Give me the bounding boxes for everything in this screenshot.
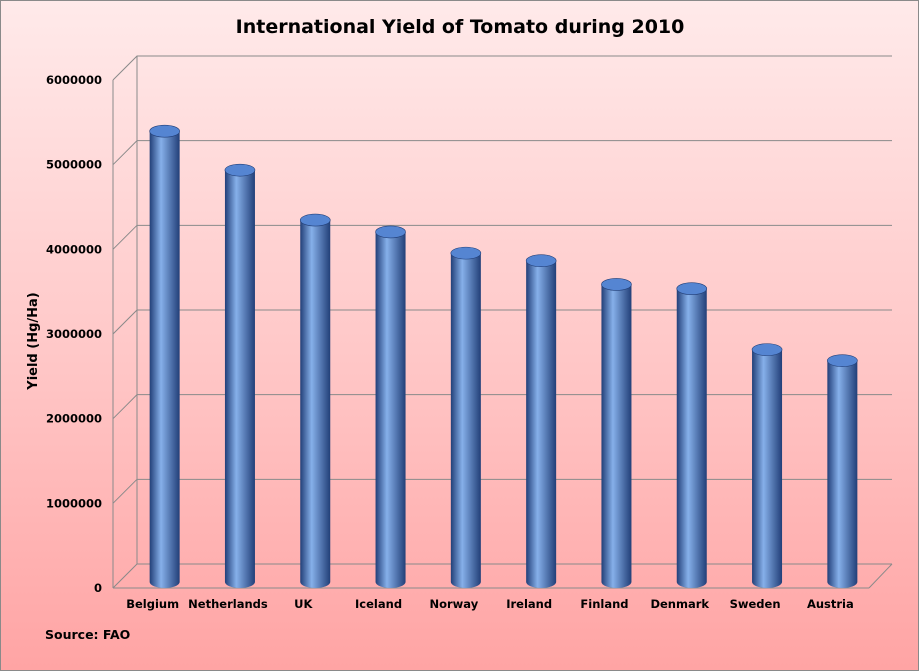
bar	[224, 163, 256, 588]
bars	[149, 124, 858, 589]
bar-body	[300, 220, 331, 589]
gridlines	[112, 55, 893, 589]
bar-body	[224, 170, 255, 588]
bar-top	[375, 225, 406, 239]
x-tick-label: UK	[294, 597, 313, 611]
bar-top	[676, 282, 708, 295]
x-tick-label: Norway	[429, 597, 478, 611]
y-tick-label: 4000000	[46, 242, 102, 256]
bar	[450, 246, 482, 588]
x-tick-label: Iceland	[355, 597, 402, 611]
bar-body	[827, 360, 858, 588]
x-tick-label: Netherlands	[188, 597, 268, 611]
bar-top	[827, 354, 858, 367]
y-tick-label: 3000000	[46, 327, 102, 341]
y-axis-label: Yield (Hg/Ha)	[26, 292, 41, 390]
x-tick-label: Finland	[580, 597, 628, 611]
bar-top	[450, 246, 482, 260]
bar-top	[149, 124, 180, 138]
y-tick-label: 5000000	[46, 158, 102, 172]
bar-top	[299, 213, 331, 227]
bar	[751, 343, 783, 588]
bar	[149, 124, 180, 588]
source-note: Source: FAO	[45, 627, 130, 642]
x-tick-label: Sweden	[730, 597, 781, 611]
x-tick-label: Ireland	[506, 597, 552, 611]
bar-top	[525, 254, 557, 268]
y-tick-label: 6000000	[46, 73, 102, 87]
bar-body	[526, 260, 557, 588]
bar	[375, 225, 406, 589]
bar	[676, 282, 708, 588]
y-tick-label: 0	[94, 581, 102, 595]
gridline	[112, 55, 892, 81]
x-tick-label: Denmark	[650, 597, 709, 611]
bar-body	[450, 253, 481, 588]
bar-top	[224, 163, 256, 177]
x-axis-ticks: Belgium Netherlands UK Iceland Norway Ireland…	[126, 597, 854, 611]
bar	[601, 278, 632, 588]
bar-top	[751, 343, 783, 356]
y-tick-label: 1000000	[46, 496, 102, 510]
bar-body	[149, 131, 180, 588]
gridline	[112, 140, 892, 166]
bar	[525, 254, 557, 588]
x-tick-label: Belgium	[126, 597, 179, 611]
bar-body	[752, 349, 783, 588]
bar-top	[601, 278, 632, 291]
bar	[827, 354, 858, 588]
x-tick-label: Austria	[807, 597, 854, 611]
floor-right-edge	[868, 563, 893, 589]
chart-title: International Yield of Tomato during 201…	[236, 16, 685, 38]
bar	[299, 213, 331, 589]
bar-body	[676, 288, 707, 588]
bar-body	[375, 231, 406, 589]
y-axis-ticks: 0 1000000 2000000 3000000 4000000 5000000 6000…	[46, 73, 102, 595]
bar-body	[601, 284, 632, 588]
y-tick-label: 2000000	[46, 412, 102, 426]
